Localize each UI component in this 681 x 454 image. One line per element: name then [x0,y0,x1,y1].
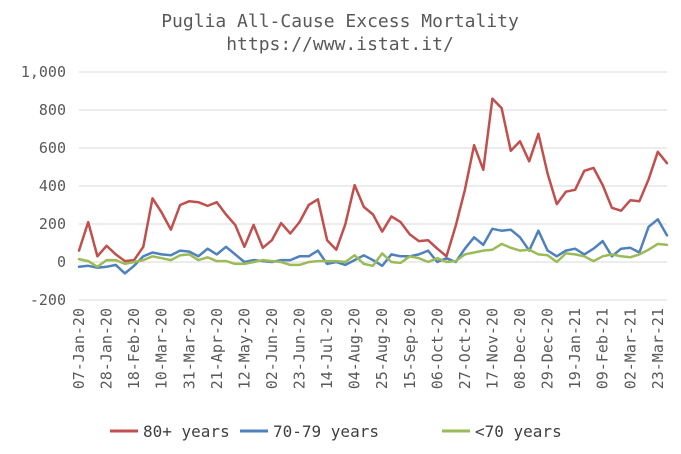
gridlines [79,71,667,301]
x-tick-label: 12-May-20 [235,308,253,389]
x-tick-label: 07-Jan-20 [70,308,88,389]
series-line-under-70 [77,242,669,269]
y-tick-label: 600 [39,139,66,157]
y-axis-tick-labels: -200 0 200 400 600 800 1,000 [21,63,66,309]
x-tick-label: 31-Mar-20 [180,308,198,389]
series-line-70-79 [77,218,669,275]
x-tick-label: 29-Dec-20 [539,308,557,389]
legend-label: 70-79 years [273,422,379,441]
chart-subtitle: https://www.istat.it/ [226,34,454,55]
legend-label: <70 years [475,422,562,441]
legend-item-70-79: 70-79 years [240,422,379,441]
legend-item-under-70: <70 years [442,422,562,441]
data-series [77,97,669,275]
x-tick-label: 04-Aug-20 [346,308,364,389]
chart-title: Puglia All-Cause Excess Mortality [161,11,519,32]
y-tick-label: 400 [39,177,66,195]
x-tick-label: 25-Aug-20 [373,308,391,389]
x-tick-label: 28-Jan-20 [98,308,116,389]
x-tick-label: 10-Mar-20 [153,308,171,389]
x-tick-label: 23-Mar-21 [649,308,667,389]
y-tick-label: 0 [57,253,66,271]
x-tick-label: 09-Feb-21 [594,308,612,389]
y-tick-label: 200 [39,215,66,233]
x-tick-label: 06-Oct-20 [428,308,446,389]
legend: 80+ years 70-79 years <70 years [110,422,562,441]
legend-label: 80+ years [143,422,230,441]
x-tick-label: 08-Dec-20 [511,308,529,389]
x-tick-label: 17-Nov-20 [483,308,501,389]
x-tick-label: 27-Oct-20 [456,308,474,389]
x-tick-label: 02-Jun-20 [263,308,281,389]
x-tick-label: 15-Sep-20 [401,308,419,389]
x-axis-tick-labels: 07-Jan-20 28-Jan-20 18-Feb-20 10-Mar-20 31-M… [70,308,667,389]
y-tick-label: -200 [30,291,66,309]
x-tick-label: 18-Feb-20 [125,308,143,389]
x-tick-label: 21-Apr-20 [208,308,226,389]
x-tick-label: 19-Jan-21 [566,308,584,389]
series-line-80-plus [77,97,669,263]
y-tick-label: 1,000 [21,63,66,81]
y-tick-label: 800 [39,101,66,119]
x-tick-label: 02-Mar-21 [621,308,639,389]
x-tick-label: 23-Jun-20 [291,308,309,389]
x-tick-label: 14-Jul-20 [318,308,336,389]
legend-item-80-plus: 80+ years [110,422,230,441]
